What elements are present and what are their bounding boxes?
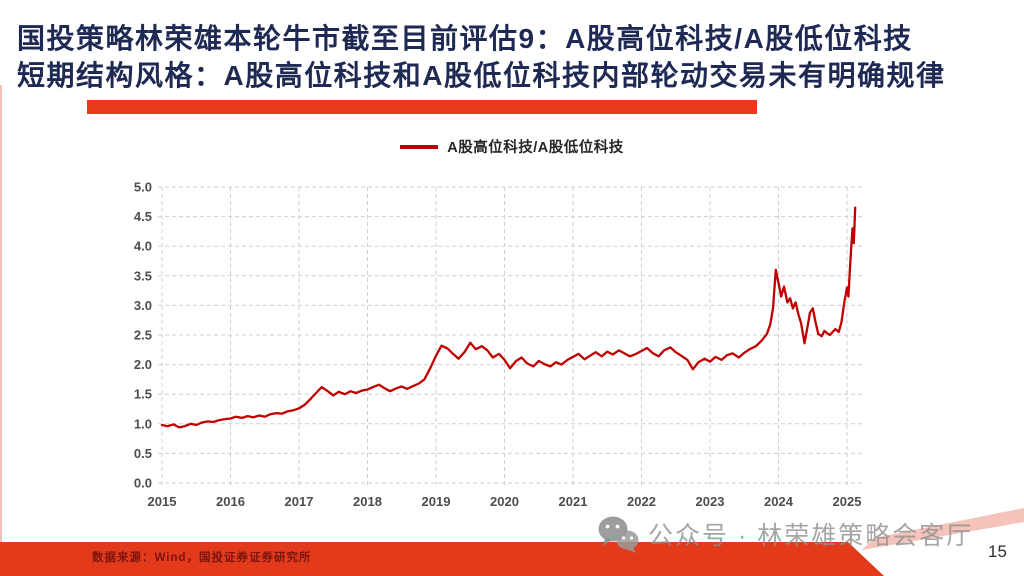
- svg-text:0.0: 0.0: [134, 476, 152, 491]
- slide-title: 国投策略林荣雄本轮牛市截至目前评估9：A股高位科技/A股低位科技 短期结构风格：…: [17, 20, 1012, 94]
- svg-text:2020: 2020: [490, 494, 519, 509]
- svg-text:3.0: 3.0: [134, 298, 152, 313]
- chart-gridlines: [158, 186, 864, 488]
- svg-text:2019: 2019: [422, 494, 451, 509]
- svg-text:2023: 2023: [696, 494, 725, 509]
- footer-red-band: [0, 542, 884, 576]
- svg-text:4.5: 4.5: [134, 209, 152, 224]
- watermark-text: 公众号 · 林荣雄策略会客厅: [648, 522, 974, 550]
- title-underline-bar: [87, 100, 757, 114]
- svg-text:0.5: 0.5: [134, 446, 152, 461]
- legend-label: A股高位科技/A股低位科技: [447, 140, 624, 156]
- page-number: 15: [988, 542, 1007, 561]
- svg-text:5.0: 5.0: [134, 180, 152, 195]
- series-line: [160, 206, 857, 429]
- svg-text:2025: 2025: [833, 494, 862, 509]
- svg-text:2024: 2024: [764, 494, 794, 509]
- x-axis-tick-labels: 2015 2016 2017 2018 2019 2020 2021 2022 2023 2024…: [148, 494, 862, 509]
- svg-text:2022: 2022: [627, 494, 656, 509]
- legend-line-swatch: [400, 144, 439, 149]
- footer-pink-stripe: [862, 508, 1024, 550]
- svg-text:2.5: 2.5: [134, 328, 152, 343]
- svg-text:1.5: 1.5: [134, 387, 152, 402]
- svg-text:1.0: 1.0: [134, 416, 152, 431]
- wechat-icon: [598, 516, 639, 553]
- footer-decoration: [0, 508, 1024, 576]
- left-edge-accent: [0, 85, 2, 542]
- svg-text:2015: 2015: [148, 494, 177, 509]
- svg-text:2017: 2017: [285, 494, 314, 509]
- svg-text:4.0: 4.0: [134, 239, 152, 254]
- chart-legend: A股高位科技/A股低位科技: [0, 136, 1024, 157]
- svg-text:2021: 2021: [559, 494, 588, 509]
- svg-text:2.0: 2.0: [134, 357, 152, 372]
- title-line-1: 国投策略林荣雄本轮牛市截至目前评估9：A股高位科技/A股低位科技: [17, 23, 913, 54]
- title-line-2: 短期结构风格：A股高位科技和A股低位科技内部轮动交易未有明确规律: [17, 60, 946, 91]
- watermark: 公众号 · 林荣雄策略会客厅: [596, 514, 973, 554]
- data-source-note: 数据来源：Wind，国投证券证券研究所: [92, 552, 312, 564]
- svg-text:2016: 2016: [216, 494, 245, 509]
- svg-text:2018: 2018: [353, 494, 382, 509]
- y-axis-tick-labels: 0.0 0.5 1.0 1.5 2.0 2.5 3.0 3.5 4.0 4.5 5.0: [134, 180, 152, 491]
- svg-text:3.5: 3.5: [134, 268, 152, 283]
